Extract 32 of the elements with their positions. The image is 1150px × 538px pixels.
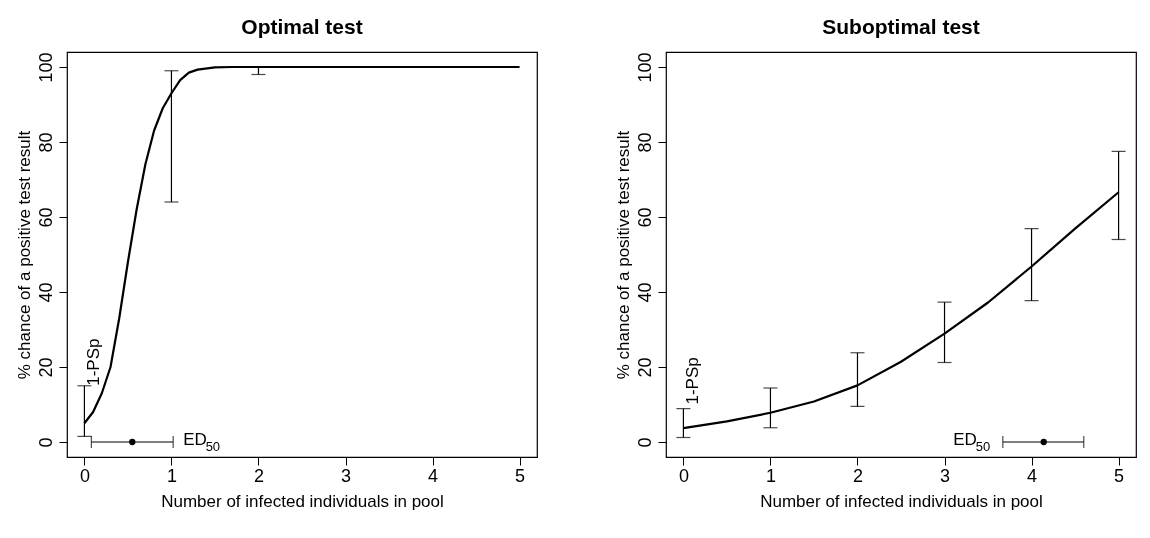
x-tick-label: 0 [79, 465, 90, 486]
y-axis-title: % chance of a positive test result [14, 130, 34, 380]
chart-title: Suboptimal test [822, 14, 980, 38]
y-tick-label: 0 [35, 437, 56, 448]
y-axis-title: % chance of a positive test result [613, 130, 633, 380]
x-tick-label: 4 [1027, 465, 1038, 486]
annotation: 1-PSp [683, 357, 703, 405]
y-tick-label: 0 [634, 437, 655, 448]
x-axis-title: Number of infected individuals in pool [161, 491, 444, 511]
y-tick-label: 20 [634, 357, 655, 378]
y-tick-label: 100 [634, 52, 655, 83]
y-tick-label: 80 [634, 132, 655, 153]
x-tick-label: 1 [166, 465, 177, 486]
y-tick-label: 20 [35, 357, 56, 378]
x-tick-label: 0 [678, 465, 689, 486]
x-tick-label: 3 [940, 465, 951, 486]
annotation: 1-PSp [84, 338, 104, 386]
x-tick-label: 2 [253, 465, 264, 486]
y-tick-label: 40 [634, 282, 655, 303]
y-tick-label: 80 [35, 132, 56, 153]
y-tick-label: 60 [35, 207, 56, 228]
x-tick-label: 5 [1114, 465, 1125, 486]
y-tick-label: 100 [35, 52, 56, 83]
x-tick-label: 3 [341, 465, 352, 486]
x-tick-label: 4 [428, 465, 439, 486]
y-tick-label: 60 [634, 207, 655, 228]
y-tick-label: 40 [35, 282, 56, 303]
x-axis-title: Number of infected individuals in pool [760, 491, 1043, 511]
x-tick-label: 1 [765, 465, 776, 486]
x-tick-label: 2 [852, 465, 863, 486]
x-tick-label: 5 [515, 465, 526, 486]
chart-title: Optimal test [241, 14, 363, 38]
